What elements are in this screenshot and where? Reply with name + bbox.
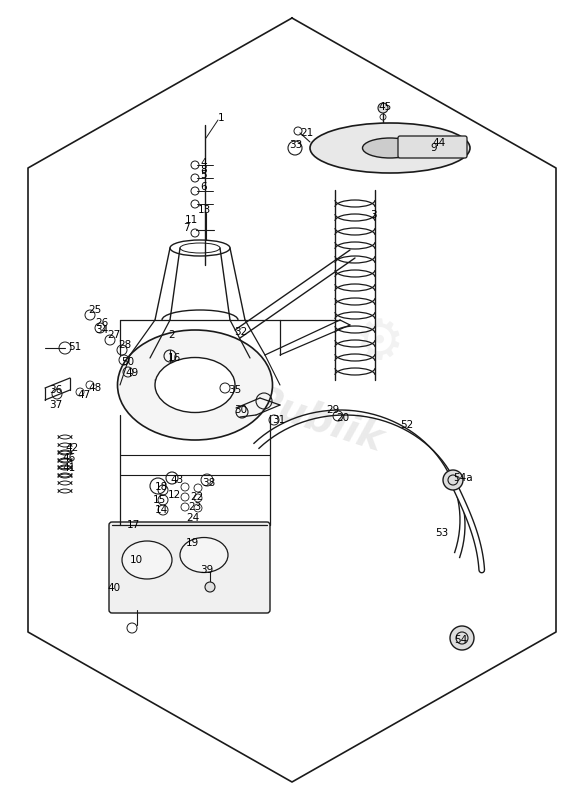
Text: 22: 22: [190, 492, 203, 502]
Text: 16: 16: [168, 353, 181, 363]
Text: 47: 47: [77, 390, 91, 400]
Text: 53: 53: [435, 528, 449, 538]
Text: 23: 23: [188, 502, 201, 512]
Text: 25: 25: [88, 305, 101, 315]
Text: 38: 38: [202, 478, 215, 488]
Text: 44: 44: [432, 138, 445, 148]
Text: 45: 45: [378, 102, 391, 112]
Text: 20: 20: [336, 413, 349, 423]
Text: 4: 4: [200, 158, 207, 168]
Text: 34: 34: [95, 325, 108, 335]
Text: 1: 1: [218, 113, 225, 123]
Text: 35: 35: [228, 385, 241, 395]
Text: 54: 54: [454, 635, 467, 645]
Text: 50: 50: [121, 357, 134, 367]
Text: 9: 9: [430, 143, 437, 153]
Text: 5: 5: [200, 170, 207, 180]
Text: 31: 31: [272, 415, 285, 425]
Text: 17: 17: [127, 520, 140, 530]
Text: 10: 10: [130, 555, 143, 565]
Text: 42: 42: [65, 443, 78, 453]
Text: 24: 24: [186, 513, 199, 523]
Text: 29: 29: [326, 405, 339, 415]
Text: 3: 3: [370, 210, 377, 220]
Circle shape: [450, 626, 474, 650]
Text: 49: 49: [125, 368, 138, 378]
Text: 19: 19: [186, 538, 199, 548]
Text: 30: 30: [234, 405, 247, 415]
Text: 6: 6: [200, 182, 207, 192]
Text: 28: 28: [118, 340, 131, 350]
Text: 43: 43: [170, 475, 183, 485]
Text: 26: 26: [95, 318, 108, 328]
Text: 32: 32: [234, 327, 247, 337]
Text: 21: 21: [300, 128, 313, 138]
Text: 15: 15: [153, 495, 166, 505]
Ellipse shape: [363, 138, 418, 158]
Text: 13: 13: [198, 205, 211, 215]
Ellipse shape: [310, 123, 470, 173]
Text: 41: 41: [62, 463, 75, 473]
Text: 18: 18: [155, 482, 168, 492]
Text: 7: 7: [183, 223, 190, 233]
Ellipse shape: [155, 358, 235, 413]
Text: 12: 12: [168, 490, 181, 500]
Text: 51: 51: [68, 342, 81, 352]
Text: 46: 46: [62, 453, 75, 463]
Text: 14: 14: [155, 505, 168, 515]
Circle shape: [205, 582, 215, 592]
Text: 52: 52: [400, 420, 413, 430]
FancyBboxPatch shape: [398, 136, 467, 158]
Ellipse shape: [180, 538, 228, 573]
Text: 39: 39: [200, 565, 213, 575]
Text: 54a: 54a: [453, 473, 472, 483]
Text: 48: 48: [88, 383, 101, 393]
Circle shape: [443, 470, 463, 490]
Text: 8: 8: [200, 165, 207, 175]
Ellipse shape: [117, 330, 273, 440]
FancyBboxPatch shape: [109, 522, 270, 613]
Text: 11: 11: [185, 215, 198, 225]
Text: ⚙: ⚙: [354, 317, 405, 371]
Text: Parts-Publik: Parts-Publik: [126, 341, 388, 459]
Text: 37: 37: [49, 400, 62, 410]
Text: 33: 33: [289, 140, 303, 150]
Text: 40: 40: [107, 583, 120, 593]
Text: 27: 27: [107, 330, 120, 340]
Text: 36: 36: [49, 385, 62, 395]
Ellipse shape: [122, 541, 172, 579]
Text: 2: 2: [168, 330, 175, 340]
Circle shape: [378, 103, 388, 113]
